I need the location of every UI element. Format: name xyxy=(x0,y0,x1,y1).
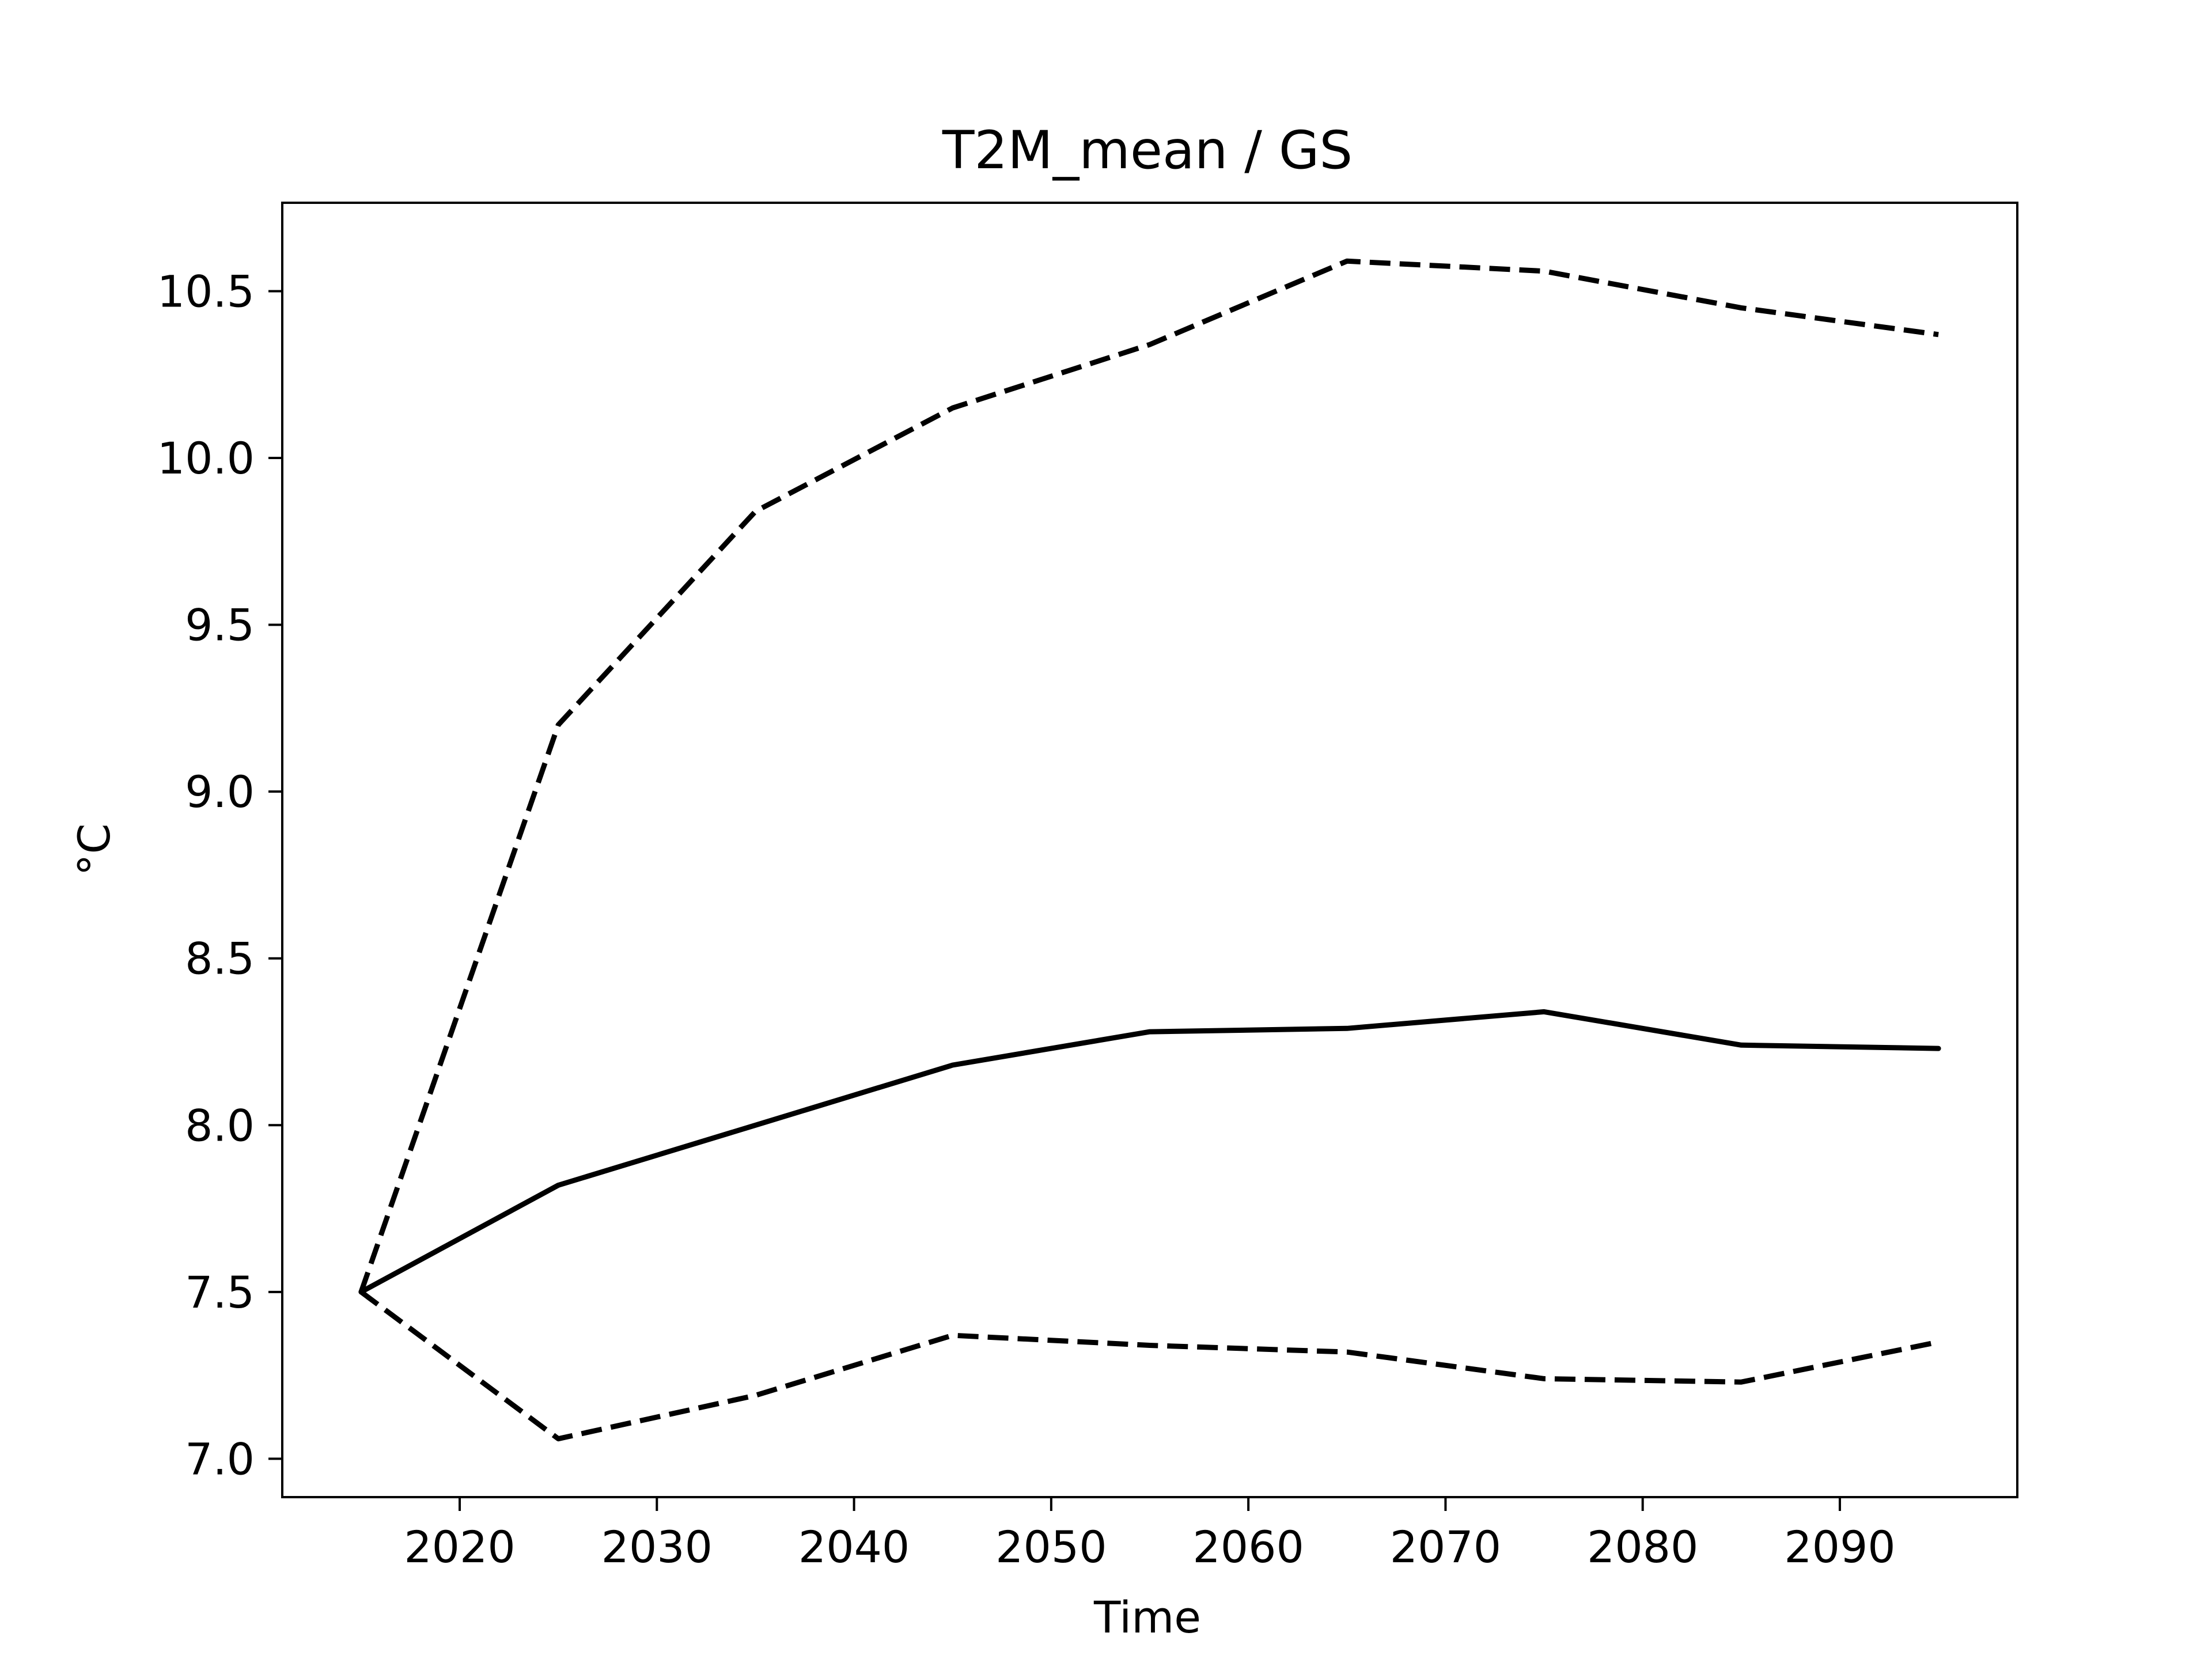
y-tick-label: 10.5 xyxy=(157,266,255,317)
x-tick-label: 2080 xyxy=(1587,1521,1698,1573)
x-tick-label: 2050 xyxy=(995,1521,1107,1573)
series-line-2 xyxy=(358,258,1939,1293)
y-tick-label: 7.5 xyxy=(185,1267,255,1318)
x-tick-label: 2020 xyxy=(404,1521,515,1573)
y-tick-label: 9.0 xyxy=(185,766,255,817)
series-lines xyxy=(358,258,1941,1442)
x-axis-label: Time xyxy=(1093,1592,1201,1643)
y-tick-label: 9.5 xyxy=(185,600,255,651)
plot-area: 2020 2030 2040 2050 2060 2070 2080 2090 7.0 7.5 8… xyxy=(157,202,2018,1573)
chart-title: T2M_mean / GS xyxy=(942,120,1353,181)
x-tick-label: 2040 xyxy=(798,1521,910,1573)
series-line-1 xyxy=(358,1009,1941,1295)
y-tick-label: 8.0 xyxy=(185,1100,255,1151)
y-tick-label: 7.0 xyxy=(185,1433,255,1484)
plot-frame xyxy=(281,202,2018,1498)
series-line-3 xyxy=(359,1290,1939,1442)
x-tick-label: 2060 xyxy=(1192,1521,1304,1573)
y-tick-label: 8.5 xyxy=(185,933,255,984)
x-axis: 2020 2030 2040 2050 2060 2070 2080 2090 xyxy=(404,1497,1896,1573)
x-tick-label: 2090 xyxy=(1784,1521,1895,1573)
x-tick-label: 2070 xyxy=(1390,1521,1501,1573)
x-tick-label: 2030 xyxy=(601,1521,713,1573)
y-axis-label: °C xyxy=(69,823,120,876)
y-tick-label: 10.0 xyxy=(157,433,255,484)
y-axis: 7.0 7.5 8.0 8.5 9.0 9.5 10.0 10.5 xyxy=(157,266,282,1484)
